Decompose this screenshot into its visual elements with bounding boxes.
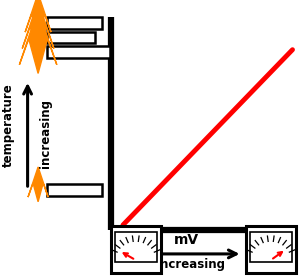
Text: temperature: temperature	[2, 84, 15, 168]
Polygon shape	[20, 9, 57, 73]
Bar	[115, 232, 157, 262]
Bar	[111, 226, 160, 273]
Bar	[246, 226, 296, 273]
Bar	[250, 232, 292, 262]
Bar	[46, 46, 110, 58]
Text: increasing: increasing	[156, 258, 225, 272]
Polygon shape	[25, 0, 51, 38]
Polygon shape	[28, 167, 48, 202]
Bar	[46, 17, 102, 29]
Text: increasing: increasing	[39, 99, 52, 168]
Bar	[46, 32, 94, 43]
Bar	[46, 184, 102, 196]
Polygon shape	[22, 1, 54, 56]
Text: mV: mV	[173, 233, 199, 247]
